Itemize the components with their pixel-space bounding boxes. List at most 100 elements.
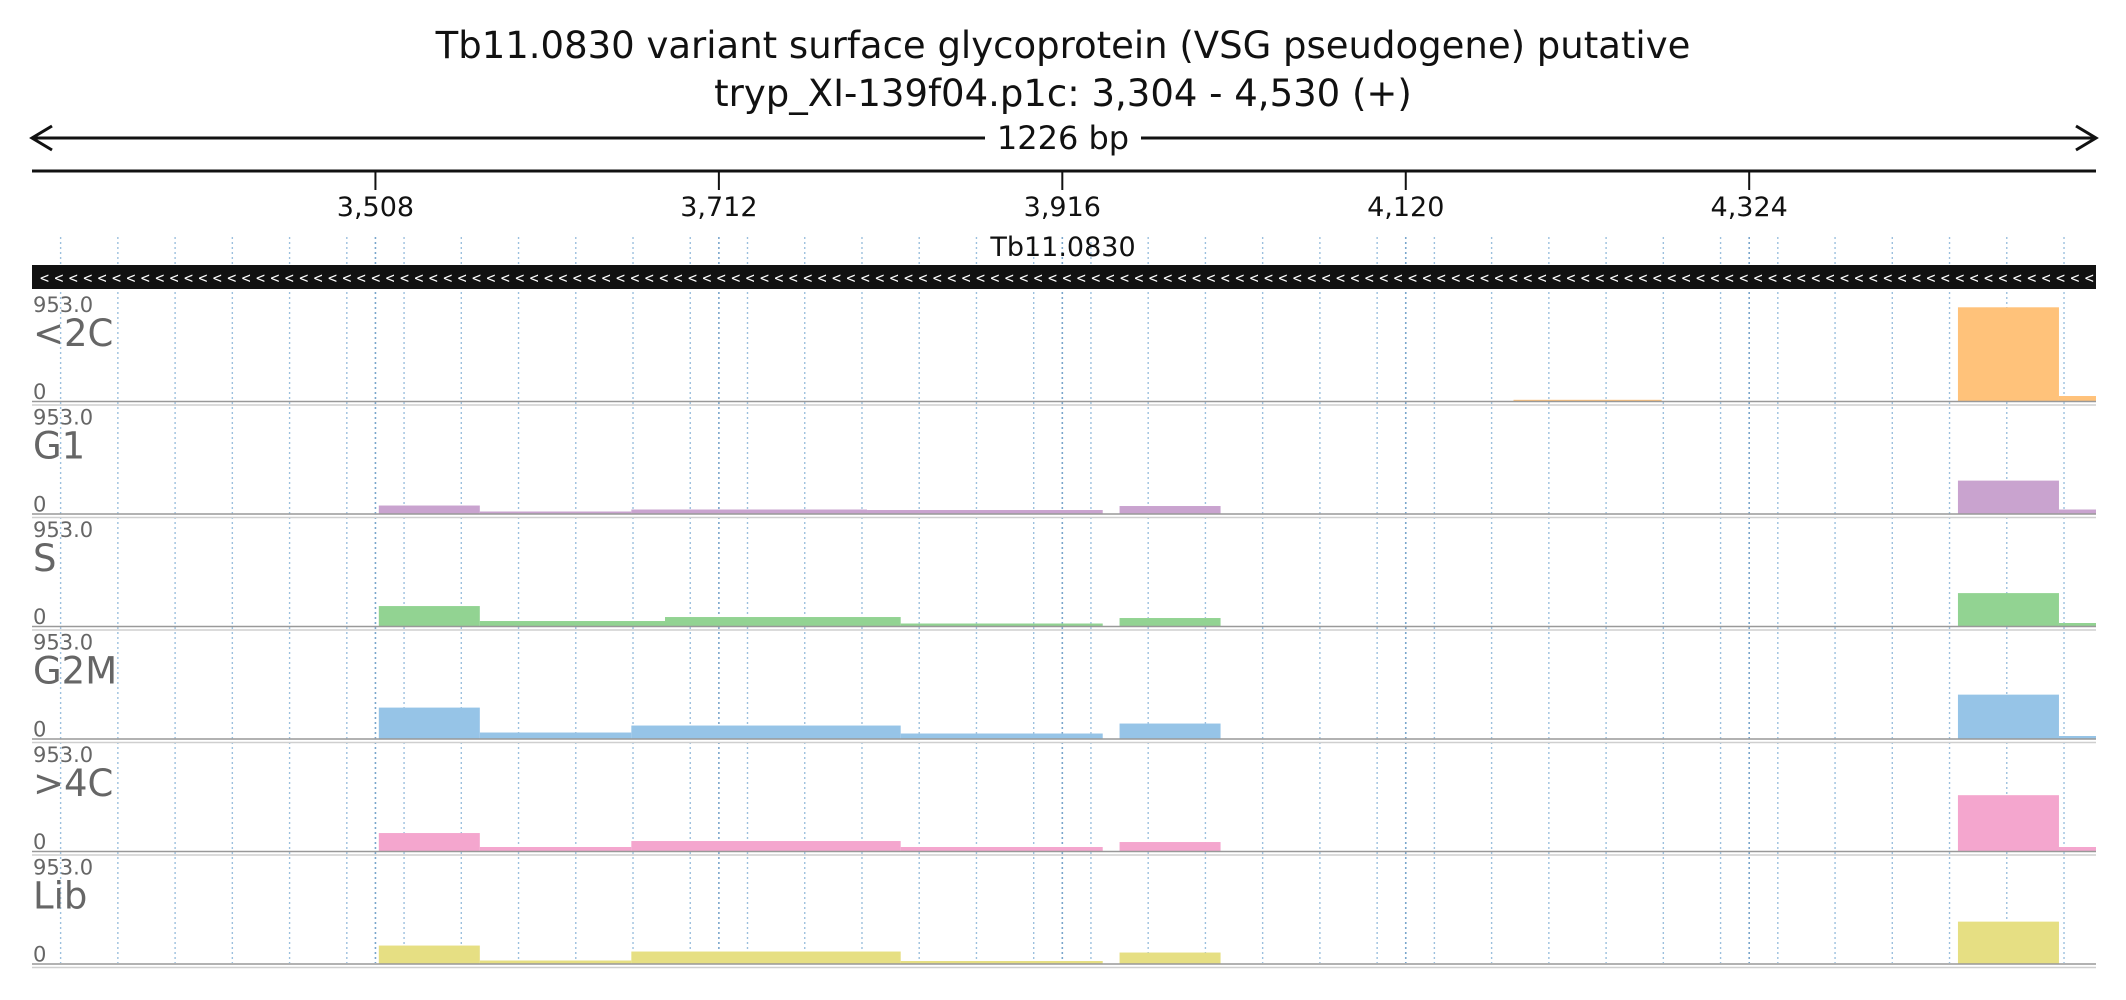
strand-chevron: < [1955, 269, 1964, 287]
strand-chevron: < [1984, 269, 1993, 287]
coverage-bar [378, 945, 480, 964]
track-max-label: 953.0 [33, 743, 93, 767]
coverage-bar [1957, 307, 2059, 401]
coverage-bar [1119, 952, 1221, 964]
strand-chevron: < [1091, 269, 1100, 287]
coverage-bar [900, 847, 1103, 851]
strand-chevron: < [184, 269, 193, 287]
coverage-bar [378, 606, 480, 626]
strand-chevron: < [674, 269, 683, 287]
strand-chevron: < [170, 269, 179, 287]
strand-chevron: < [40, 269, 49, 287]
strand-chevron: < [1134, 269, 1143, 287]
strand-chevron: < [2042, 269, 2051, 287]
coverage-bar [665, 617, 901, 626]
gene-bar [32, 265, 2096, 289]
strand-chevron: < [1653, 269, 1662, 287]
track-zero-label: 0 [33, 605, 46, 629]
strand-chevron: < [1120, 269, 1129, 287]
strand-chevron: < [717, 269, 726, 287]
strand-chevron: < [803, 269, 812, 287]
strand-chevron: < [544, 269, 553, 287]
track-name-label: Lib [33, 875, 87, 918]
strand-chevron: < [1912, 269, 1921, 287]
strand-chevron: < [861, 269, 870, 287]
gene-strand-chevrons: < < < < < < < < < < < < < < < < < < < < < < < < < < < < < < < < < < < < < < < <… [40, 269, 2094, 287]
strand-chevron: < [1250, 269, 1259, 287]
strand-chevron: < [1509, 269, 1518, 287]
strand-chevron: < [1336, 269, 1345, 287]
ruler-tick-label: 3,712 [680, 192, 757, 223]
ruler-tick-label: 3,916 [1024, 192, 1101, 223]
strand-chevron: < [702, 269, 711, 287]
grid-lines [59, 237, 2065, 963]
coverage-bar [479, 847, 632, 851]
strand-chevron: < [198, 269, 207, 287]
strand-chevron: < [54, 269, 63, 287]
strand-chevron: < [1206, 269, 1215, 287]
strand-chevron: < [1638, 269, 1647, 287]
strand-chevron: < [1840, 269, 1849, 287]
strand-chevron: < [947, 269, 956, 287]
track: 953.0<2C 0 [32, 293, 2096, 406]
strand-chevron: < [1437, 269, 1446, 287]
coverage-bar [900, 961, 1103, 964]
strand-chevron: < [472, 269, 481, 287]
strand-chevron: < [1408, 269, 1417, 287]
strand-chevron: < [760, 269, 769, 287]
coverage-bar [378, 707, 480, 739]
strand-chevron: < [1048, 269, 1057, 287]
strand-chevron: < [501, 269, 510, 287]
strand-chevron: < [1826, 269, 1835, 287]
coverage-bar [900, 623, 1103, 626]
coverage-bar [1119, 618, 1221, 626]
strand-chevron: < [875, 269, 884, 287]
coverage-bar [479, 511, 632, 514]
strand-chevron: < [1293, 269, 1302, 287]
track: 953.0S 0 [32, 518, 2096, 631]
track-name-label: <2C [33, 312, 113, 355]
coverage-bar [1957, 480, 2059, 514]
strand-chevron: < [1034, 269, 1043, 287]
strand-chevron: < [890, 269, 899, 287]
track-name-label: >4C [33, 762, 113, 805]
strand-chevron: < [832, 269, 841, 287]
strand-chevron: < [2085, 269, 2094, 287]
track-max-label: 953.0 [33, 518, 93, 542]
strand-chevron: < [1178, 269, 1187, 287]
track-zero-label: 0 [33, 943, 46, 967]
strand-chevron: < [1566, 269, 1575, 287]
strand-chevron: < [1106, 269, 1115, 287]
strand-chevron: < [990, 269, 999, 287]
strand-chevron: < [731, 269, 740, 287]
coverage-bar [378, 833, 480, 851]
coverage-bar [2058, 736, 2096, 739]
strand-chevron: < [2013, 269, 2022, 287]
strand-chevron: < [1854, 269, 1863, 287]
coverage-bar [1119, 723, 1221, 739]
strand-chevron: < [1667, 269, 1676, 287]
strand-chevron: < [98, 269, 107, 287]
strand-chevron: < [1149, 269, 1158, 287]
coverage-bar [631, 509, 868, 514]
strand-chevron: < [1782, 269, 1791, 287]
strand-chevron: < [1595, 269, 1604, 287]
strand-chevron: < [1494, 269, 1503, 287]
coverage-bar [2058, 623, 2096, 626]
strand-chevron: < [933, 269, 942, 287]
strand-chevron: < [1797, 269, 1806, 287]
coverage-bar [631, 725, 901, 739]
strand-chevron: < [299, 269, 308, 287]
strand-chevron: < [1710, 269, 1719, 287]
strand-chevron: < [1192, 269, 1201, 287]
strand-chevron: < [659, 269, 668, 287]
strand-chevron: < [1264, 269, 1273, 287]
strand-chevron: < [1754, 269, 1763, 287]
strand-chevron: < [400, 269, 409, 287]
track-zero-label: 0 [33, 830, 46, 854]
strand-chevron: < [1926, 269, 1935, 287]
coverage-tracks: 953.0<2C0953.0G10953.0S0953.0G2M0953.0>4… [32, 293, 2096, 969]
